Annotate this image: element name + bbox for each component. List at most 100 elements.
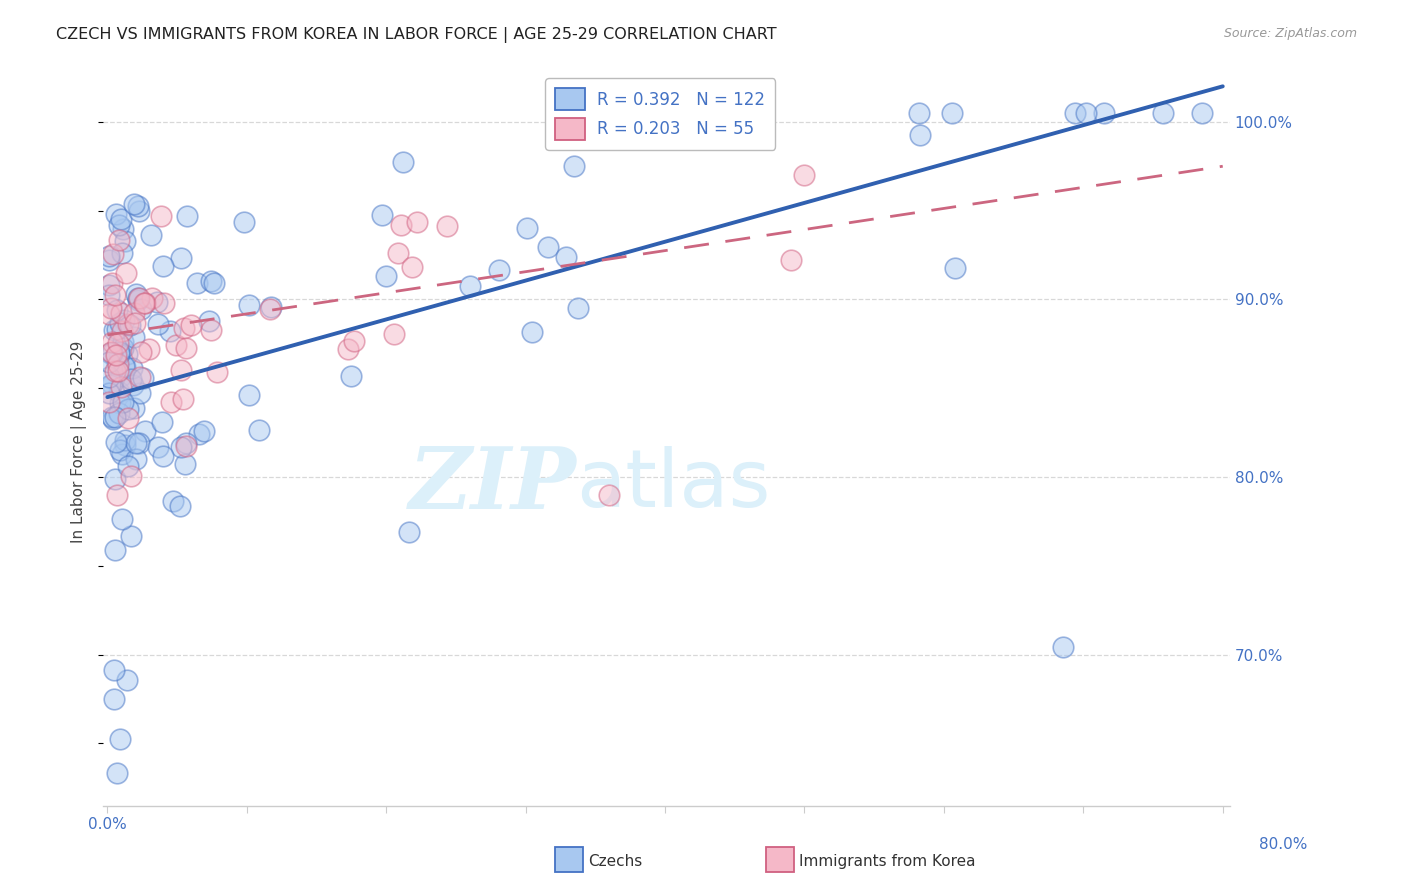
Point — [105, 322, 128, 336]
Point — [374, 269, 396, 284]
Point — [193, 424, 215, 438]
Point — [101, 334, 124, 349]
Point — [103, 692, 125, 706]
Point — [516, 220, 538, 235]
Point — [174, 457, 197, 471]
Point — [105, 207, 128, 221]
Point — [162, 494, 184, 508]
Point — [202, 277, 225, 291]
Point — [111, 512, 134, 526]
Point — [121, 361, 143, 376]
Point — [458, 278, 481, 293]
Point — [110, 316, 132, 330]
Text: atlas: atlas — [576, 446, 770, 524]
Point — [128, 291, 150, 305]
Point — [122, 197, 145, 211]
Point — [150, 209, 173, 223]
Point — [111, 334, 134, 349]
Point — [105, 348, 128, 362]
Point — [110, 379, 132, 393]
Point — [1092, 106, 1115, 120]
Point — [115, 266, 138, 280]
Point — [488, 262, 510, 277]
Point — [134, 424, 156, 438]
Point — [129, 345, 152, 359]
Point — [108, 396, 131, 410]
Point — [101, 376, 124, 391]
Point — [908, 106, 931, 120]
Point — [108, 218, 131, 232]
Point — [169, 499, 191, 513]
Point — [122, 306, 145, 320]
Point — [152, 259, 174, 273]
Point — [910, 128, 932, 143]
Text: ZIP: ZIP — [409, 443, 576, 527]
Point — [124, 286, 146, 301]
Point — [1063, 106, 1085, 120]
Point — [392, 154, 415, 169]
Point — [562, 159, 585, 173]
Point — [103, 663, 125, 677]
Point — [117, 410, 139, 425]
Point — [176, 209, 198, 223]
Point — [337, 342, 360, 356]
Point — [398, 524, 420, 539]
Point — [110, 245, 132, 260]
Point — [125, 436, 148, 450]
Point — [122, 329, 145, 343]
Point — [117, 402, 139, 417]
Point — [129, 370, 152, 384]
Point — [233, 214, 256, 228]
Point — [115, 347, 138, 361]
Point — [117, 458, 139, 473]
Point — [943, 260, 966, 275]
Y-axis label: In Labor Force | Age 25-29: In Labor Force | Age 25-29 — [72, 341, 87, 542]
Point — [104, 364, 127, 378]
Point — [112, 313, 135, 327]
Point — [343, 334, 366, 349]
Point — [111, 222, 134, 236]
Point — [260, 300, 283, 314]
Point — [165, 338, 187, 352]
Point — [110, 368, 132, 383]
Point — [98, 378, 121, 392]
Point — [134, 295, 156, 310]
Point — [127, 293, 149, 307]
Legend: R = 0.392   N = 122, R = 0.203   N = 55: R = 0.392 N = 122, R = 0.203 N = 55 — [546, 78, 775, 150]
Point — [1191, 106, 1213, 120]
Point — [1052, 640, 1074, 654]
Point — [120, 529, 142, 543]
Point — [111, 325, 134, 339]
Point — [200, 323, 222, 337]
Point — [110, 442, 132, 457]
Point — [114, 433, 136, 447]
Text: CZECH VS IMMIGRANTS FROM KOREA IN LABOR FORCE | AGE 25-29 CORRELATION CHART: CZECH VS IMMIGRANTS FROM KOREA IN LABOR … — [56, 27, 778, 43]
Point — [152, 449, 174, 463]
Point — [389, 218, 412, 232]
Point — [146, 440, 169, 454]
Point — [200, 274, 222, 288]
Point — [104, 542, 127, 557]
Point — [101, 412, 124, 426]
Point — [124, 401, 146, 415]
Point — [436, 219, 458, 233]
Point — [127, 292, 149, 306]
Point — [170, 252, 193, 266]
Point — [114, 234, 136, 248]
Text: Source: ZipAtlas.com: Source: ZipAtlas.com — [1223, 27, 1357, 40]
Point — [170, 363, 193, 377]
Point — [941, 106, 963, 120]
Point — [406, 215, 429, 229]
Point — [107, 406, 129, 420]
Point — [125, 452, 148, 467]
Point — [1074, 106, 1097, 120]
Point — [152, 296, 174, 310]
Point — [567, 301, 589, 315]
Text: 80.0%: 80.0% — [1260, 837, 1308, 852]
Point — [180, 318, 202, 332]
Point — [146, 295, 169, 310]
Point — [132, 295, 155, 310]
Point — [120, 469, 142, 483]
Point — [146, 317, 169, 331]
Point — [104, 287, 127, 301]
